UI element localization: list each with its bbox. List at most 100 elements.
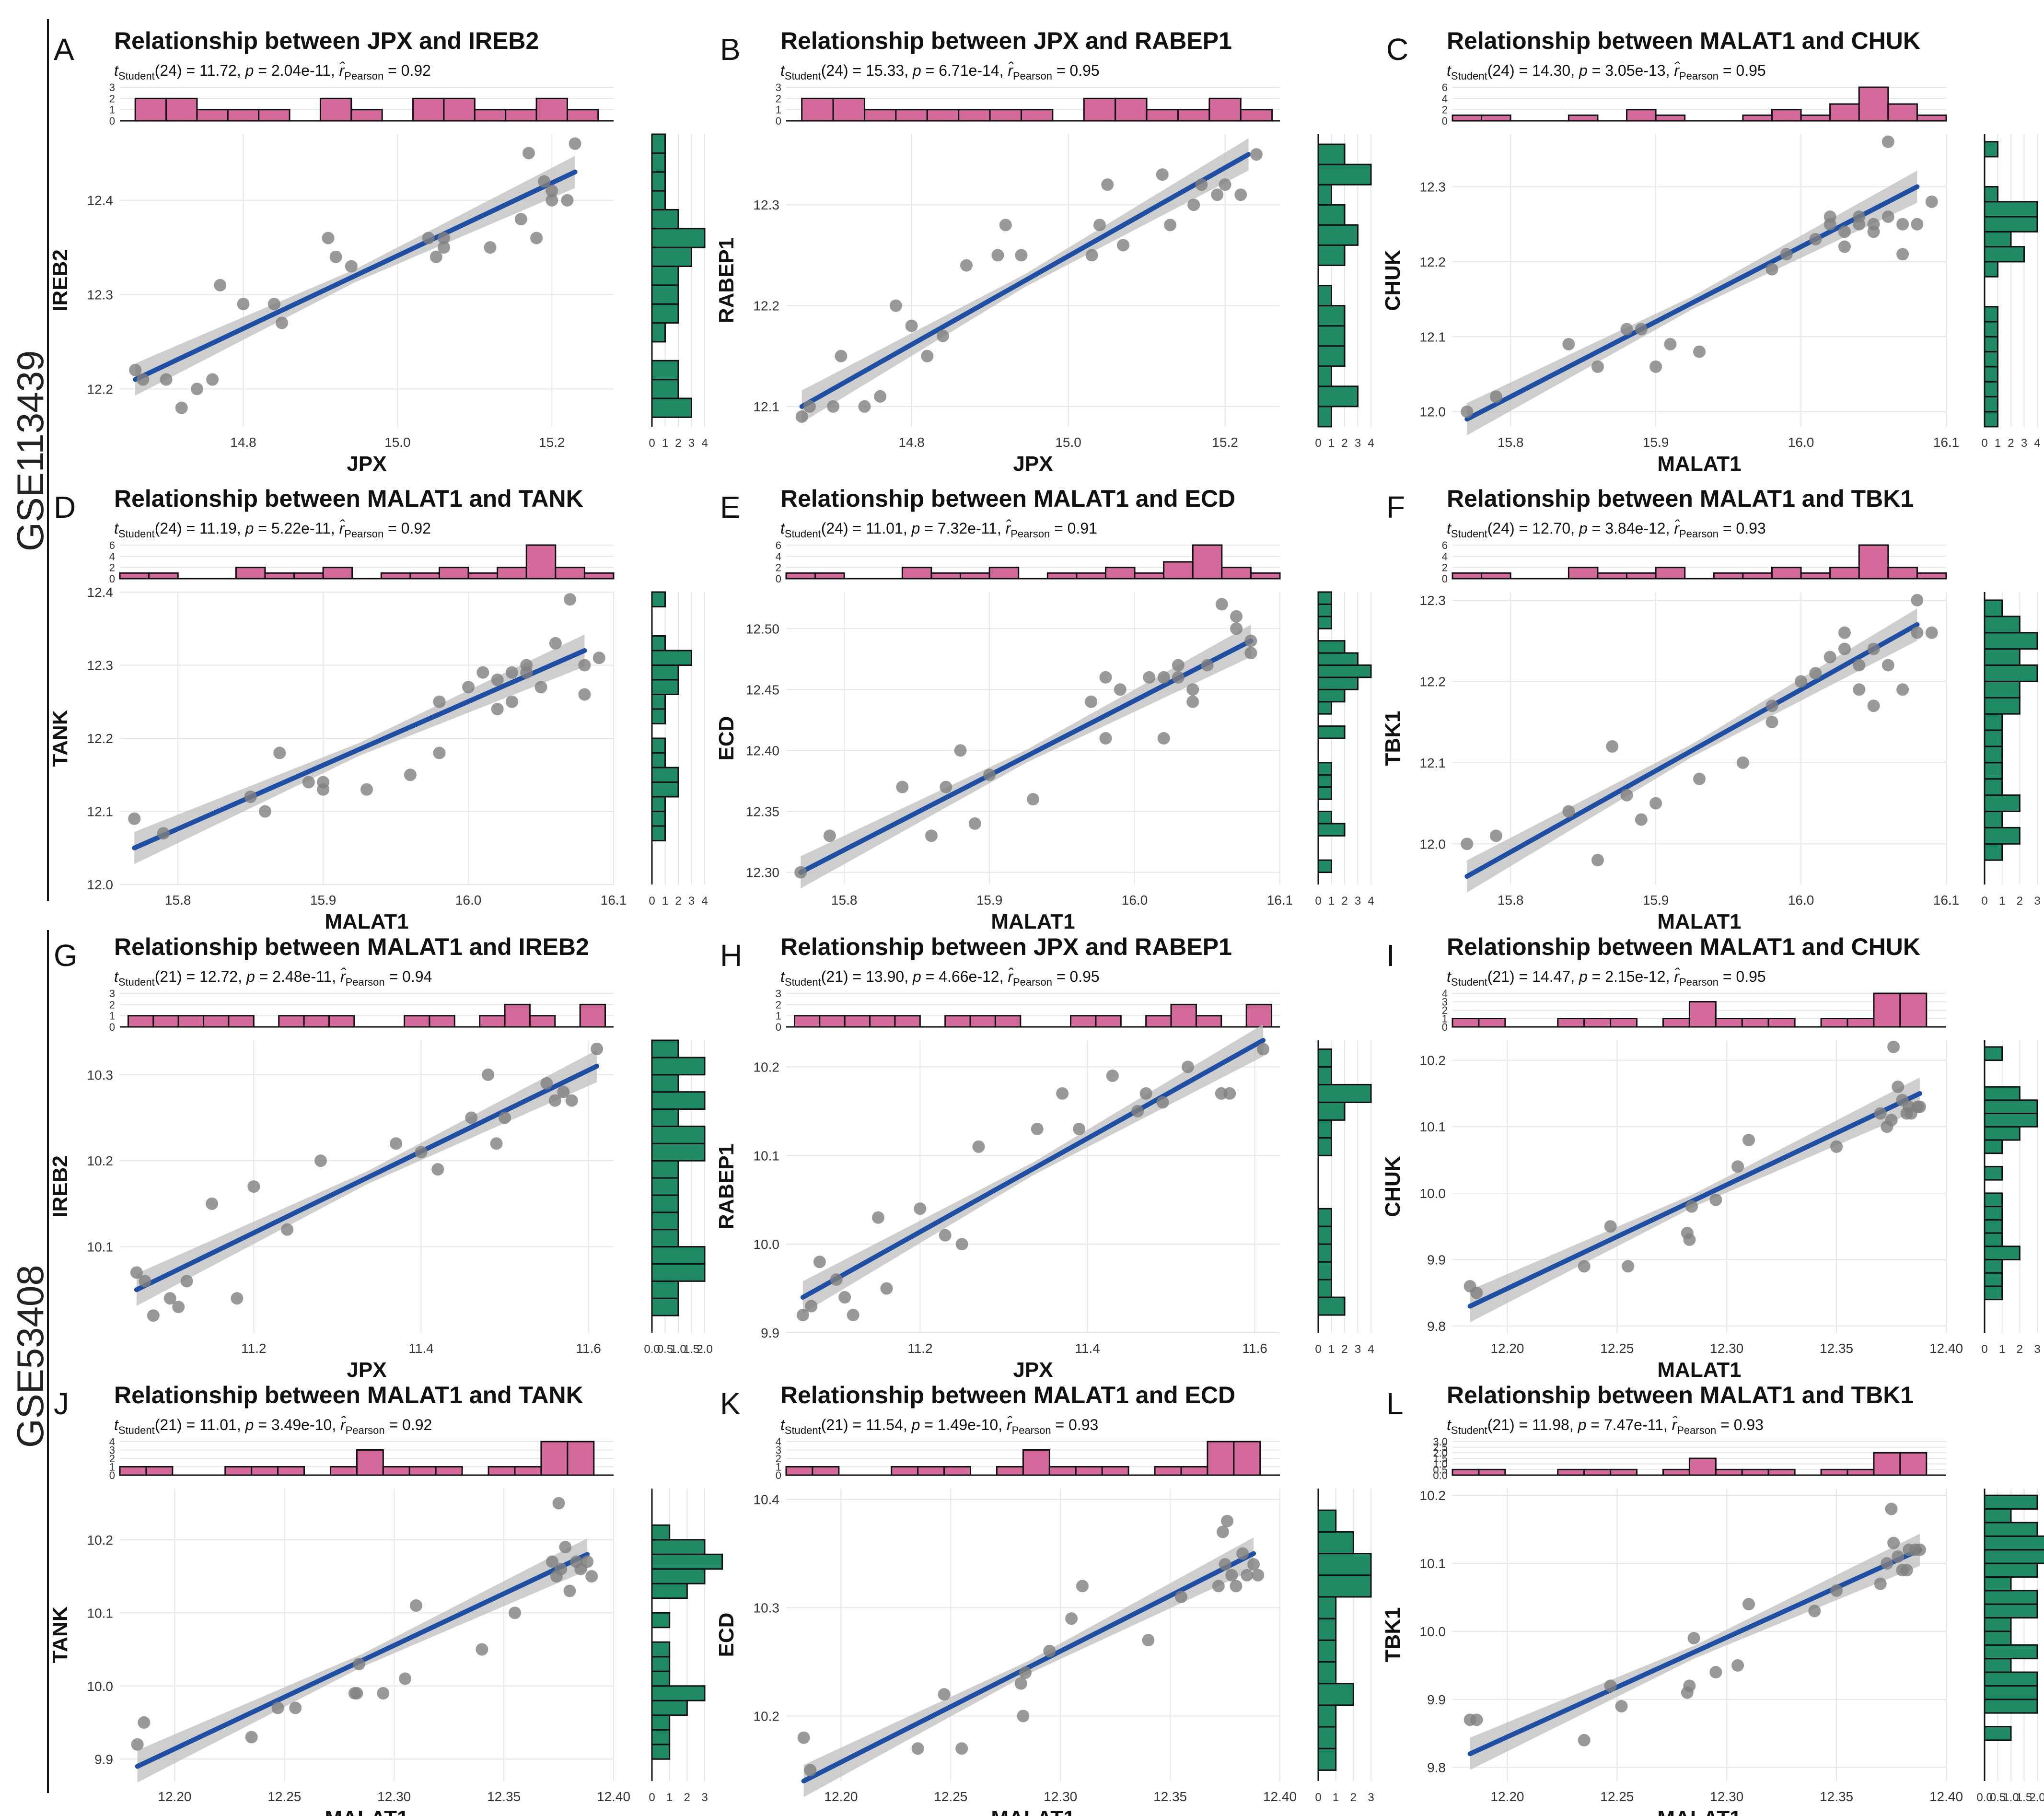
data-point xyxy=(1056,1087,1069,1100)
top-hist-tick-label: 0.5 xyxy=(1433,1464,1448,1476)
data-point xyxy=(592,652,605,664)
right-hist-tick-label: 4 xyxy=(1368,1343,1374,1356)
x-tick-label: 15.8 xyxy=(1498,435,1524,450)
data-point xyxy=(921,349,934,362)
data-point xyxy=(1186,695,1199,708)
top-hist-bar xyxy=(1688,1457,1717,1476)
stats-part: t xyxy=(114,968,119,985)
y-tick-label: 12.4 xyxy=(87,585,114,600)
top-hist-tick-label: 0 xyxy=(109,115,115,127)
right-hist-bar xyxy=(1984,1494,2038,1510)
top-hist-tick-label: 2 xyxy=(109,1453,115,1465)
right-hist-tick-label: 1.5 xyxy=(684,1343,699,1356)
t-value: (21) = 11.54, xyxy=(821,1416,912,1433)
x-axis-label: JPX xyxy=(1013,452,1053,476)
top-hist-bar xyxy=(901,567,932,580)
right-hist-bar xyxy=(651,1685,706,1701)
y-tick-label: 10.1 xyxy=(1420,1119,1446,1134)
data-point xyxy=(482,1068,495,1081)
t-value: (21) = 13.90, xyxy=(821,968,913,985)
x-tick-label: 15.9 xyxy=(1643,435,1669,450)
data-point xyxy=(399,1672,412,1685)
x-tick-label: 12.40 xyxy=(1263,1789,1297,1804)
y-tick-label: 12.2 xyxy=(1420,674,1446,689)
top-hist-bar xyxy=(1767,1018,1796,1028)
top-hist-tick-label: 1 xyxy=(776,104,781,116)
x-axis-label: MALAT1 xyxy=(1657,1358,1741,1382)
top-hist-bar xyxy=(438,567,469,580)
right-hist-tick-label: 1.5 xyxy=(2016,1791,2032,1804)
x-tick-label: 12.40 xyxy=(1929,1341,1963,1356)
right-hist-bar xyxy=(1984,697,2021,715)
right-hist-bar xyxy=(651,1280,679,1299)
top-hist-bar xyxy=(1192,544,1223,580)
p-value: = 1.49e-10, xyxy=(920,1416,1007,1433)
top-hist-tick-label: 2 xyxy=(109,93,115,105)
top-hist-tick-label: 3 xyxy=(1442,996,1448,1008)
top-hist-tick-label: 0 xyxy=(1442,115,1448,127)
data-point xyxy=(1765,699,1778,712)
top-hist-bar xyxy=(1820,1018,1848,1028)
data-point xyxy=(569,137,581,150)
top-hist-bar xyxy=(988,567,1020,580)
data-point xyxy=(534,681,547,694)
right-hist-bar xyxy=(651,737,666,754)
data-point xyxy=(1823,651,1836,664)
right-hist-bar xyxy=(1984,1576,2012,1592)
x-tick-label: 12.35 xyxy=(1820,1789,1853,1804)
x-tick-label: 12.20 xyxy=(1490,1789,1524,1804)
data-point xyxy=(1252,1569,1265,1582)
data-point xyxy=(1201,659,1214,672)
right-hist-bar xyxy=(1984,336,1998,353)
x-tick-label: 12.35 xyxy=(487,1789,521,1804)
data-point xyxy=(431,1163,444,1176)
top-hist-bar xyxy=(1557,1468,1585,1476)
right-hist-bar xyxy=(1317,325,1346,347)
panel-title: Relationship between MALAT1 and CHUK xyxy=(1447,27,1920,54)
stats-part: Pearson xyxy=(344,70,383,82)
right-hist-bar xyxy=(1984,1086,2021,1101)
stats-part: p xyxy=(1579,520,1588,537)
data-point xyxy=(190,383,203,396)
x-tick-label: 14.8 xyxy=(898,435,925,450)
right-hist-bar xyxy=(1984,1699,2038,1714)
top-hist-bar xyxy=(1688,1001,1717,1028)
right-hist-bar xyxy=(1984,632,2038,650)
stats-part: p xyxy=(912,968,921,985)
data-point xyxy=(514,213,527,226)
top-hist-bar xyxy=(488,1466,516,1476)
data-point xyxy=(433,695,446,708)
stats-part: p xyxy=(911,1416,920,1433)
p-value: = 2.04e-11, xyxy=(254,62,339,79)
right-hist-bar xyxy=(1317,1296,1346,1316)
x-tick-label: 15.8 xyxy=(165,893,191,908)
data-point xyxy=(565,1094,578,1107)
y-tick-label: 10.2 xyxy=(87,1153,114,1168)
data-point xyxy=(872,1211,885,1224)
top-hist-bar xyxy=(1713,572,1744,580)
data-point xyxy=(1489,390,1502,403)
stats-part: r̂ xyxy=(1674,61,1680,79)
top-hist-tick-label: 2 xyxy=(776,93,781,105)
data-point xyxy=(329,250,342,263)
data-point xyxy=(1685,1200,1698,1213)
right-hist-tick-label: 2 xyxy=(2008,437,2014,450)
top-hist-bar xyxy=(148,572,179,580)
data-point xyxy=(1017,1710,1030,1723)
top-hist-bar xyxy=(960,572,990,580)
top-hist-bar xyxy=(1233,1441,1261,1476)
panel-title: Relationship between JPX and RABEP1 xyxy=(780,27,1232,54)
data-point xyxy=(1244,634,1257,647)
data-point xyxy=(1731,1659,1744,1672)
data-point xyxy=(128,812,141,825)
t-value: (24) = 11.01, xyxy=(821,520,912,537)
data-point xyxy=(794,866,807,879)
right-hist-bar xyxy=(1317,603,1332,617)
x-tick-label: 15.2 xyxy=(539,435,565,450)
data-point xyxy=(1809,667,1822,680)
x-axis-label: JPX xyxy=(347,1358,386,1382)
data-point xyxy=(206,373,219,386)
r-value: = 0.91 xyxy=(1050,520,1097,537)
data-point xyxy=(1830,1584,1843,1597)
t-value: (21) = 11.98, xyxy=(1487,1416,1578,1433)
